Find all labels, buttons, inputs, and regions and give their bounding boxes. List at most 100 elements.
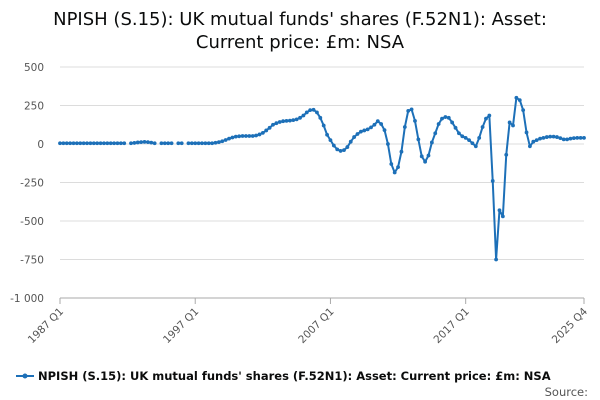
data-point[interactable] xyxy=(470,141,475,146)
data-point[interactable] xyxy=(176,141,181,146)
data-point[interactable] xyxy=(240,134,245,138)
data-point[interactable] xyxy=(118,141,123,146)
data-point[interactable] xyxy=(298,115,302,120)
data-point[interactable] xyxy=(102,141,106,146)
data-point[interactable] xyxy=(399,149,404,154)
data-point[interactable] xyxy=(386,142,390,146)
data-point[interactable] xyxy=(284,119,289,123)
data-point[interactable] xyxy=(582,135,586,140)
data-point[interactable] xyxy=(392,170,397,175)
data-point[interactable] xyxy=(112,141,116,146)
data-point[interactable] xyxy=(497,208,502,213)
data-point[interactable] xyxy=(91,141,96,146)
data-point[interactable] xyxy=(166,141,171,146)
data-point[interactable] xyxy=(321,123,326,128)
data-point[interactable] xyxy=(426,153,431,158)
data-point[interactable] xyxy=(494,257,498,262)
data-point[interactable] xyxy=(375,119,380,124)
data-point[interactable] xyxy=(558,136,563,141)
data-point[interactable] xyxy=(58,141,62,146)
data-point[interactable] xyxy=(230,135,235,140)
data-point[interactable] xyxy=(436,122,441,126)
data-point[interactable] xyxy=(413,119,417,123)
data-point[interactable] xyxy=(575,135,580,140)
data-point[interactable] xyxy=(331,143,336,148)
data-point[interactable] xyxy=(534,138,539,143)
data-point[interactable] xyxy=(223,138,228,142)
data-point[interactable] xyxy=(446,115,451,120)
data-point[interactable] xyxy=(379,122,384,126)
data-point[interactable] xyxy=(260,131,265,135)
data-point[interactable] xyxy=(528,144,532,149)
data-point[interactable] xyxy=(210,141,215,146)
data-point[interactable] xyxy=(115,141,120,146)
data-point[interactable] xyxy=(237,134,242,139)
data-point[interactable] xyxy=(294,117,299,122)
data-point[interactable] xyxy=(507,120,512,125)
data-point[interactable] xyxy=(477,135,482,140)
data-point[interactable] xyxy=(139,140,144,145)
data-point[interactable] xyxy=(129,141,133,146)
data-point[interactable] xyxy=(132,141,137,145)
data-point[interactable] xyxy=(440,116,444,121)
data-point[interactable] xyxy=(61,141,66,146)
data-point[interactable] xyxy=(538,136,542,141)
data-point[interactable] xyxy=(406,108,411,113)
data-point[interactable] xyxy=(267,125,272,130)
data-point[interactable] xyxy=(416,137,421,142)
data-point[interactable] xyxy=(500,214,505,219)
data-point[interactable] xyxy=(365,127,370,132)
data-point[interactable] xyxy=(524,130,529,135)
data-point[interactable] xyxy=(206,141,211,146)
data-point[interactable] xyxy=(75,141,79,146)
data-point[interactable] xyxy=(200,141,204,146)
data-point[interactable] xyxy=(71,141,76,146)
data-point[interactable] xyxy=(315,110,319,115)
data-point[interactable] xyxy=(162,141,167,146)
data-point[interactable] xyxy=(78,141,83,146)
data-point[interactable] xyxy=(142,139,147,144)
data-point[interactable] xyxy=(423,159,428,164)
data-point[interactable] xyxy=(487,113,492,118)
data-point[interactable] xyxy=(68,141,73,146)
data-point[interactable] xyxy=(95,141,100,146)
data-point[interactable] xyxy=(257,132,262,137)
data-point[interactable] xyxy=(287,118,292,123)
data-point[interactable] xyxy=(328,138,333,143)
data-point[interactable] xyxy=(274,121,279,126)
data-point[interactable] xyxy=(578,135,583,140)
data-point[interactable] xyxy=(369,125,373,130)
data-point[interactable] xyxy=(514,95,519,100)
data-point[interactable] xyxy=(460,134,465,139)
data-point[interactable] xyxy=(453,125,458,130)
data-point[interactable] xyxy=(490,179,495,183)
data-point[interactable] xyxy=(108,141,113,146)
data-point[interactable] xyxy=(254,133,258,138)
data-point[interactable] xyxy=(463,135,468,140)
data-point[interactable] xyxy=(152,141,157,146)
data-point[interactable] xyxy=(233,134,238,139)
data-point[interactable] xyxy=(467,138,471,143)
data-point[interactable] xyxy=(348,139,353,144)
data-point[interactable] xyxy=(541,135,546,140)
data-point[interactable] xyxy=(301,113,306,118)
data-point[interactable] xyxy=(409,107,414,112)
data-point[interactable] xyxy=(189,141,194,146)
data-point[interactable] xyxy=(220,139,225,144)
data-point[interactable] xyxy=(216,140,221,145)
data-point[interactable] xyxy=(227,136,231,141)
data-point[interactable] xyxy=(193,141,198,146)
data-point[interactable] xyxy=(429,140,434,145)
data-point[interactable] xyxy=(122,141,127,146)
data-point[interactable] xyxy=(291,118,296,123)
data-point[interactable] xyxy=(402,125,407,129)
data-point[interactable] xyxy=(186,141,191,146)
data-point[interactable] xyxy=(450,120,455,125)
data-point[interactable] xyxy=(308,108,313,113)
data-point[interactable] xyxy=(555,135,559,139)
data-point[interactable] xyxy=(135,140,140,145)
data-point[interactable] xyxy=(203,141,208,146)
data-point[interactable] xyxy=(271,122,275,127)
data-point[interactable] xyxy=(457,131,461,136)
data-point[interactable] xyxy=(345,145,350,149)
